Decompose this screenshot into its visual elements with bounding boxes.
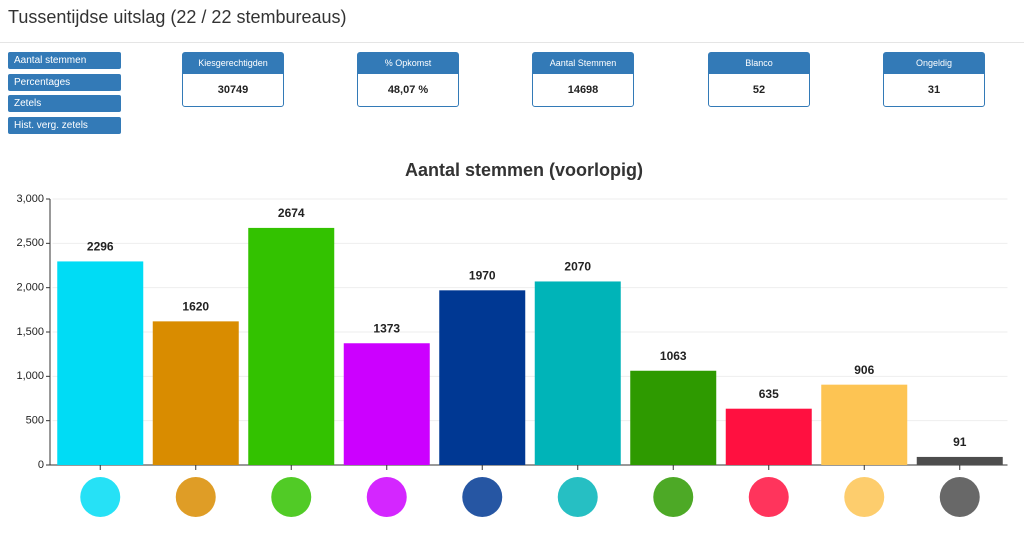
chart-title: Aantal stemmen (voorlopig) bbox=[405, 160, 643, 180]
stat-label: Blanco bbox=[709, 53, 809, 74]
data-label: 2674 bbox=[278, 206, 305, 220]
bar bbox=[343, 343, 430, 465]
stat-label: % Opkomst bbox=[358, 53, 458, 74]
stat-label: Kiesgerechtigden bbox=[183, 53, 283, 74]
data-label: 1970 bbox=[469, 268, 496, 282]
data-label: 635 bbox=[759, 387, 779, 401]
data-label: 91 bbox=[953, 435, 967, 449]
data-label: 1063 bbox=[660, 349, 687, 363]
party-logo bbox=[939, 477, 980, 517]
stat-label: Ongeldig bbox=[884, 53, 984, 74]
bar bbox=[439, 290, 526, 465]
party-logo bbox=[748, 477, 789, 517]
stat-value: 30749 bbox=[217, 84, 249, 96]
data-label: 2296 bbox=[87, 240, 114, 254]
party-logo bbox=[844, 477, 885, 517]
stat-box: Ongeldig 31 bbox=[883, 52, 985, 107]
stat-box: Kiesgerechtigden 30749 bbox=[182, 52, 284, 107]
party-logo bbox=[462, 477, 503, 517]
stat-label: Aantal Stemmen bbox=[533, 53, 633, 74]
y-tick-label: 2,000 bbox=[16, 282, 44, 294]
stat-value: 14698 bbox=[567, 84, 599, 96]
party-logo bbox=[80, 477, 121, 517]
y-tick-label: 0 bbox=[38, 459, 44, 471]
divider bbox=[0, 42, 1024, 43]
bar bbox=[534, 281, 621, 465]
bar bbox=[248, 227, 335, 465]
stat-value: 52 bbox=[752, 84, 766, 96]
party-logo bbox=[175, 477, 216, 517]
bar bbox=[821, 384, 908, 465]
party-logo bbox=[557, 477, 598, 517]
bar bbox=[152, 321, 239, 465]
data-label: 906 bbox=[854, 363, 874, 377]
y-tick-label: 500 bbox=[26, 415, 44, 427]
y-tick-label: 1,500 bbox=[16, 326, 44, 338]
nav-button[interactable]: Aantal stemmen bbox=[8, 52, 121, 69]
party-logo bbox=[366, 477, 407, 517]
nav-button[interactable]: Percentages bbox=[8, 74, 121, 91]
party-logo bbox=[653, 477, 694, 517]
y-tick-label: 2,500 bbox=[16, 237, 44, 249]
data-label: 1620 bbox=[182, 300, 209, 314]
data-label: 1373 bbox=[373, 321, 400, 335]
data-label: 2070 bbox=[564, 260, 591, 274]
stat-box: % Opkomst 48,07 % bbox=[357, 52, 459, 107]
page-title: Tussentijdse uitslag (22 / 22 stembureau… bbox=[8, 7, 347, 27]
stat-value: 31 bbox=[927, 84, 941, 96]
bar bbox=[916, 456, 1003, 465]
bar bbox=[725, 408, 812, 465]
stat-value: 48,07 % bbox=[387, 84, 429, 96]
nav-button[interactable]: Zetels bbox=[8, 95, 121, 112]
party-logo bbox=[271, 477, 312, 517]
y-tick-label: 1,000 bbox=[16, 370, 44, 382]
nav-button[interactable]: Hist. verg. zetels bbox=[8, 117, 121, 134]
bar bbox=[57, 261, 144, 465]
stat-box: Blanco 52 bbox=[708, 52, 810, 107]
y-tick-label: 3,000 bbox=[16, 193, 44, 205]
bar bbox=[630, 370, 717, 465]
stat-box: Aantal Stemmen 14698 bbox=[532, 52, 634, 107]
